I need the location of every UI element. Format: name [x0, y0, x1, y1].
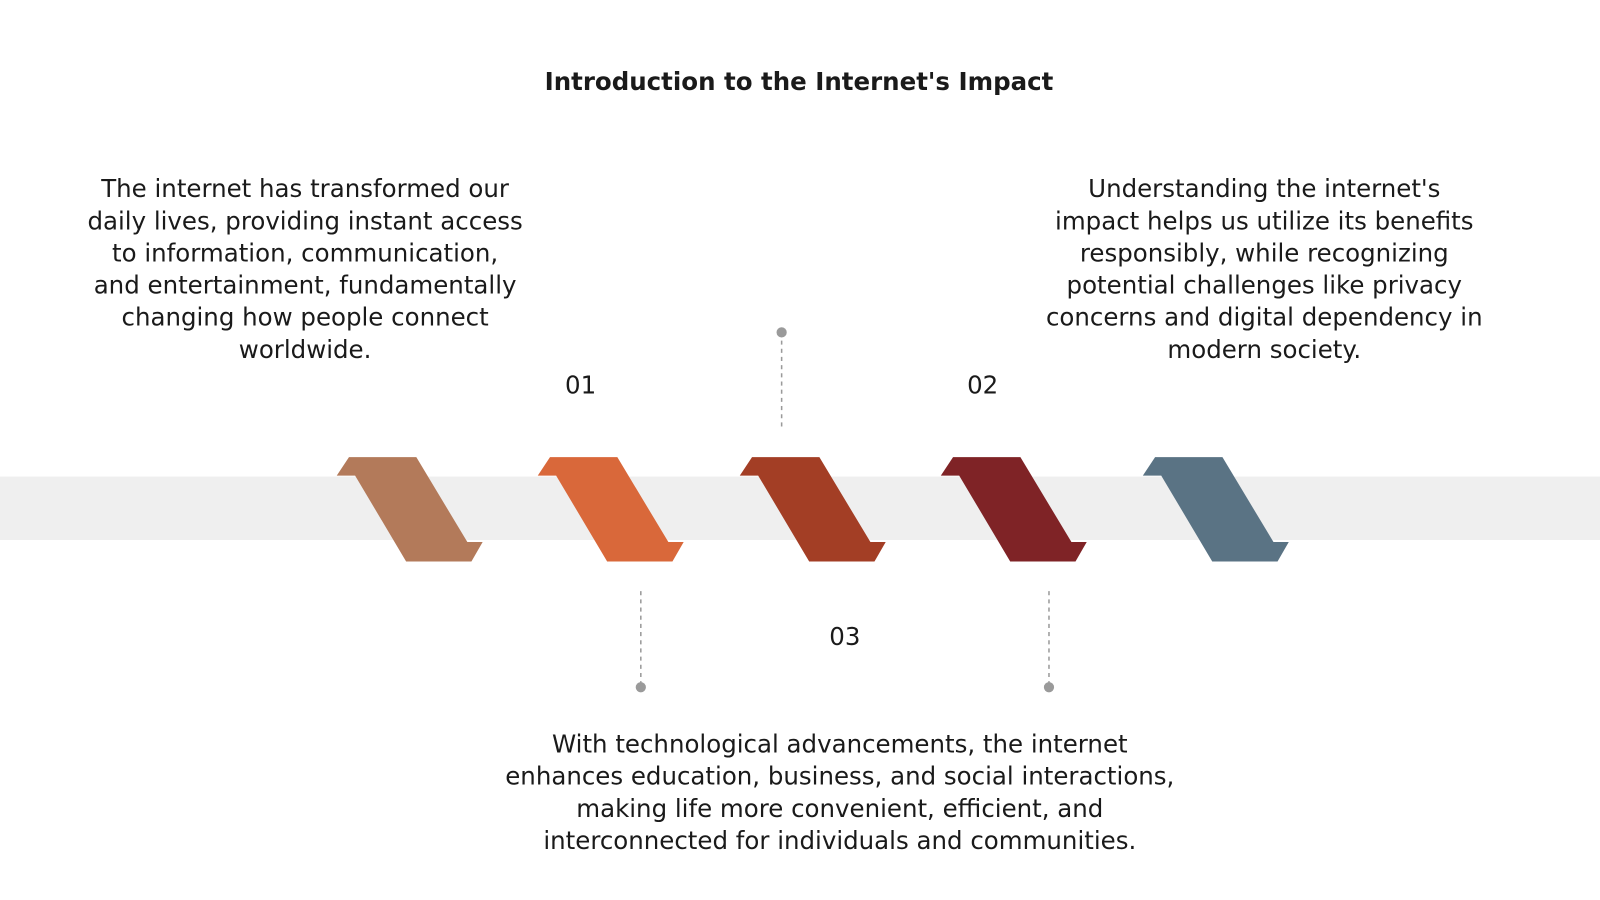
title: Introduction to the Internet's Impact — [545, 67, 1054, 96]
step-number: 03 — [829, 622, 860, 651]
step-text-line: daily lives, providing instant access — [87, 206, 522, 235]
step-text-line: making life more convenient, efficient, … — [576, 794, 1103, 823]
step-number: 01 — [565, 371, 596, 400]
step-text-line: modern society. — [1167, 335, 1361, 364]
step-text-line: responsibly, while recognizing — [1080, 238, 1449, 267]
chevron — [940, 457, 1087, 562]
step-text-line: With technological advancements, the int… — [552, 730, 1128, 759]
step-text-line: changing how people connect — [122, 303, 490, 332]
step-text-line: concerns and digital dependency in — [1046, 303, 1483, 332]
chevron — [537, 457, 684, 562]
chevron — [1142, 457, 1289, 562]
connector-dot — [1043, 682, 1055, 693]
step-text-line: Understanding the internet's — [1088, 174, 1440, 203]
step-text-line: worldwide. — [239, 335, 372, 364]
chevrons — [336, 457, 1289, 562]
step-text-line: enhances education, business, and social… — [505, 762, 1174, 791]
chevron — [739, 457, 886, 562]
step-text-line: interconnected for individuals and commu… — [543, 826, 1136, 855]
step-text-line: and entertainment, fundamentally — [94, 271, 517, 300]
chevron — [336, 457, 483, 562]
step-text-line: The internet has transformed our — [100, 174, 510, 203]
step-text-line: to information, communication, — [112, 238, 498, 267]
connector-dot — [635, 682, 646, 693]
step-text-line: impact helps us utilize its benefits — [1055, 206, 1473, 235]
step-text-line: potential challenges like privacy — [1067, 271, 1462, 300]
step-number: 02 — [967, 371, 998, 400]
connector-dot — [776, 327, 787, 338]
